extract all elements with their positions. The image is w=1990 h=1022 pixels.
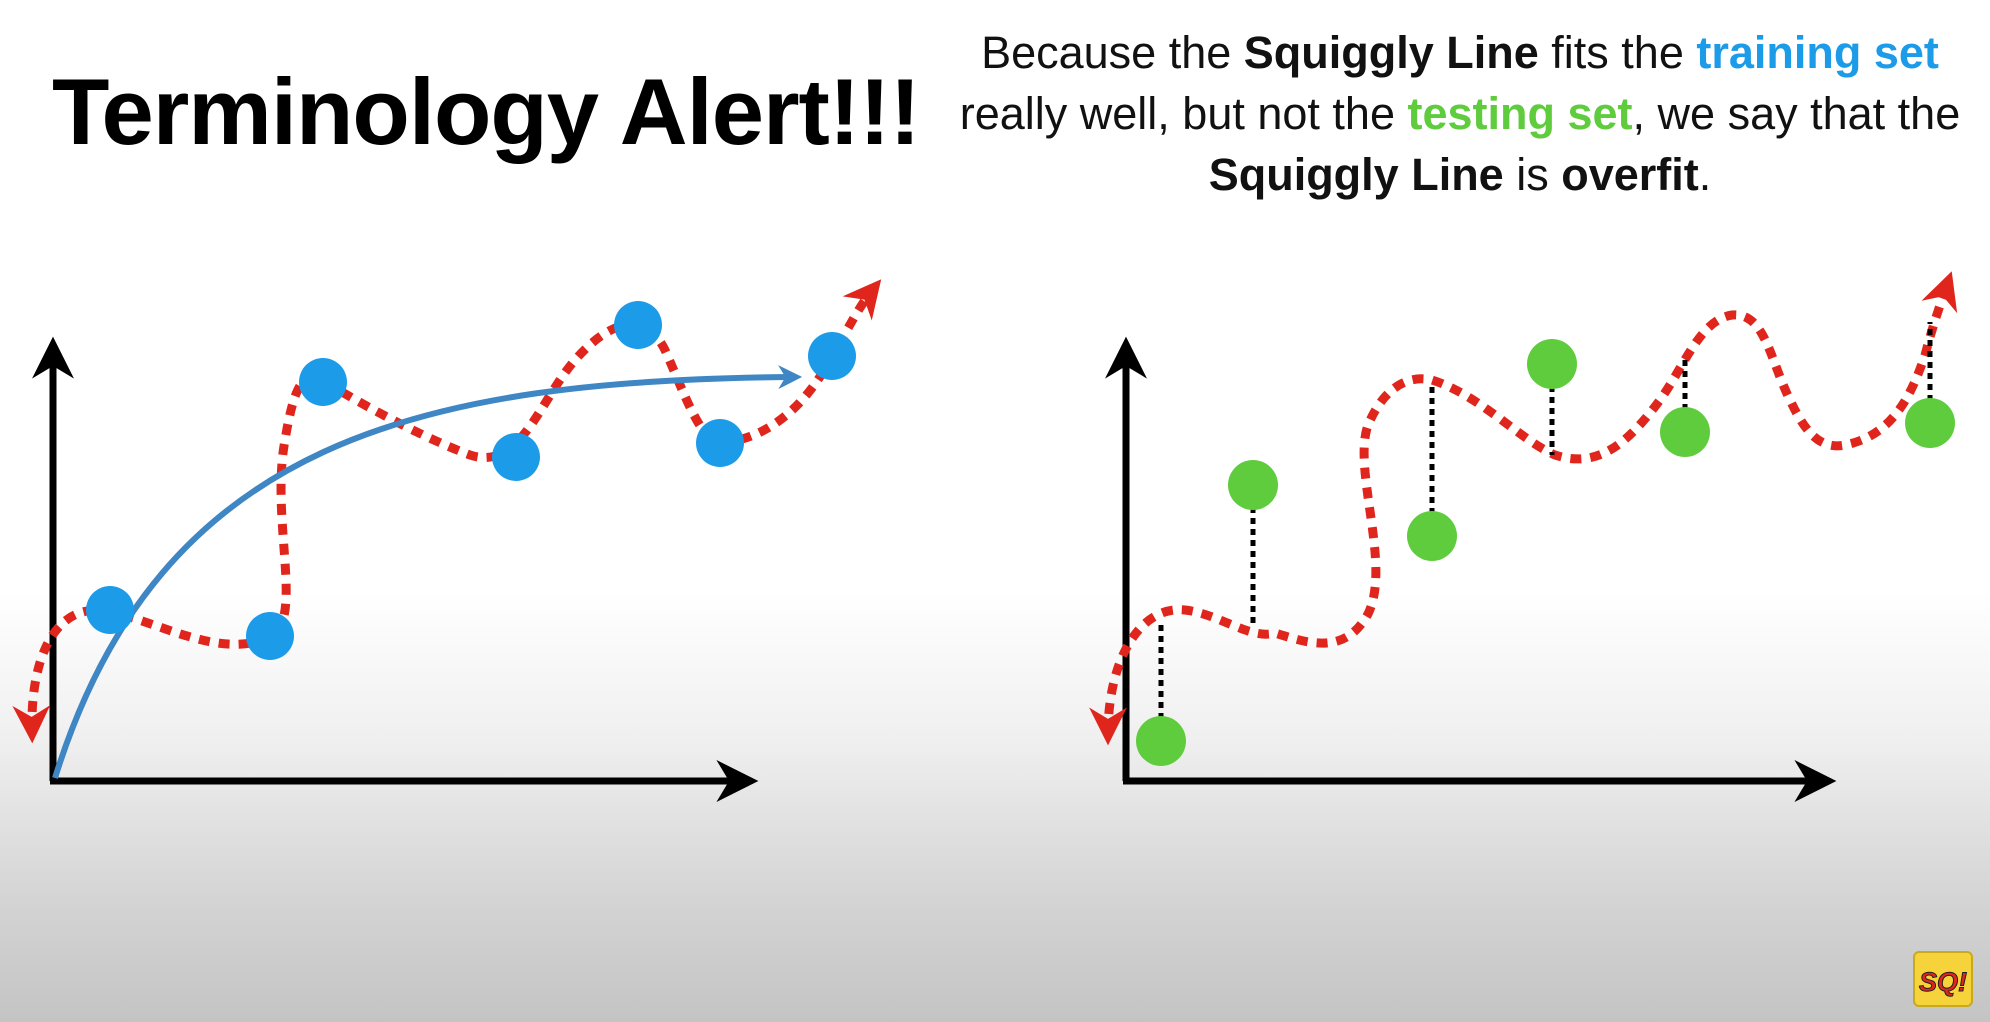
channel-logo: SQ! [1913,951,1973,1007]
caption-squiggly-line-term: Squiggly Line [1208,149,1504,200]
training-point [246,612,294,660]
testing-point [1407,511,1457,561]
caption-part: is [1503,149,1562,200]
explanation-text: Because the Squiggly Line fits the train… [940,22,1980,205]
testing-point [1228,460,1278,510]
training-point [614,301,662,349]
training-point [696,419,744,467]
training-point [86,586,134,634]
training-point [808,332,856,380]
caption-squiggly-line-term: Squiggly Line [1243,27,1539,78]
testing-point [1527,339,1577,389]
caption-training-set-term: training set [1696,27,1939,78]
right-squiggly-line [1089,271,1958,746]
logo-text: SQ! [1919,967,1967,997]
testing-point [1136,716,1186,766]
training-panel [12,279,882,802]
caption-testing-set-term: testing set [1407,88,1633,139]
caption-overfit-term: overfit [1561,149,1699,200]
caption-part: fits the [1538,27,1697,78]
testing-point [1660,407,1710,457]
caption-part: . [1698,149,1712,200]
left-smooth-curve [52,365,803,779]
caption-part: Because the [981,27,1244,78]
left-squiggly-line [12,279,882,744]
testing-point [1905,398,1955,448]
caption-part: really well, but not the [959,88,1408,139]
training-point [492,433,540,481]
caption-part: , we say that the [1632,88,1961,139]
testing-panel [1089,271,1958,802]
page-title: Terminology Alert!!! [52,59,921,164]
training-point [299,358,347,406]
